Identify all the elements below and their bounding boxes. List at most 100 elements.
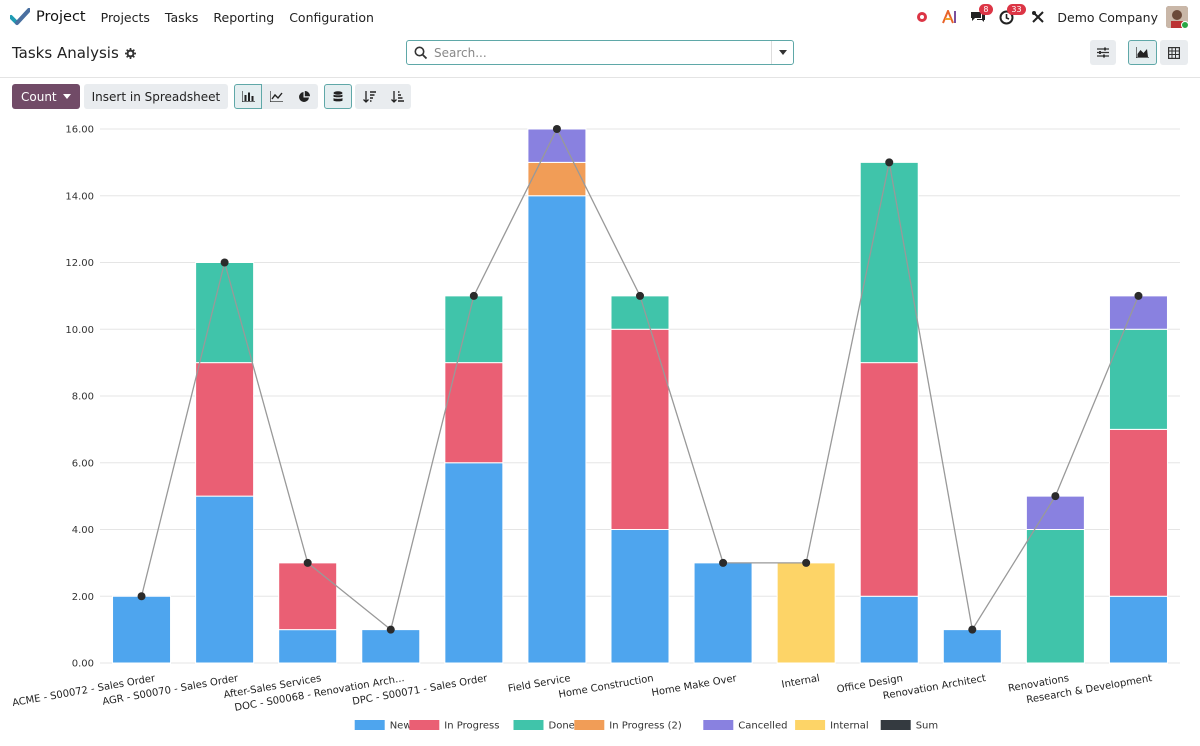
bar-segment[interactable] (527, 161, 587, 197)
company-switcher[interactable]: Demo Company (1057, 9, 1158, 25)
bar-segment[interactable] (112, 595, 172, 664)
pie-chart-button[interactable] (290, 84, 319, 109)
measures-dropdown[interactable]: Count (12, 84, 80, 109)
x-tick-label: Internal (781, 673, 821, 691)
legend-swatch[interactable] (354, 720, 385, 730)
bar-segment[interactable] (610, 295, 670, 330)
app-brand[interactable]: Project (10, 8, 86, 26)
bar-segment[interactable] (859, 362, 919, 597)
record-icon[interactable] (911, 6, 933, 28)
menu-projects[interactable]: Projects (100, 9, 150, 25)
ai-icon[interactable] (939, 6, 961, 28)
menu-tasks[interactable]: Tasks (164, 9, 199, 25)
sum-point[interactable] (137, 592, 146, 601)
legend-label[interactable]: In Progress (2) (609, 721, 682, 732)
y-tick-label: 2.00 (72, 592, 94, 603)
caret-down-icon (62, 94, 71, 99)
legend-label[interactable]: Cancelled (738, 721, 787, 732)
graph-view-button[interactable] (1128, 40, 1157, 65)
bar-segment[interactable] (942, 629, 1002, 664)
table-icon (1168, 46, 1180, 59)
bar-segment[interactable] (693, 562, 753, 664)
bar-segment[interactable] (1108, 428, 1168, 597)
y-tick-label: 0.00 (72, 659, 94, 670)
bar-segment[interactable] (610, 328, 670, 530)
legend-label[interactable]: In Progress (444, 721, 499, 732)
stacked-toggle-button[interactable] (324, 84, 353, 109)
sort-descending-button[interactable] (355, 84, 384, 109)
bar-segment[interactable] (278, 562, 338, 631)
sum-point[interactable] (1051, 492, 1060, 501)
menu-configuration[interactable]: Configuration (289, 9, 374, 25)
bar-segment[interactable] (1108, 595, 1168, 664)
bar-segment[interactable] (195, 495, 255, 664)
search-options-toggle[interactable] (771, 41, 793, 64)
user-avatar[interactable] (1166, 6, 1188, 28)
legend-swatch[interactable] (880, 720, 911, 730)
bar-segment[interactable] (859, 161, 919, 364)
menu-reporting[interactable]: Reporting (213, 9, 275, 25)
y-tick-label: 14.00 (65, 191, 94, 202)
bar-chart-icon (241, 91, 255, 102)
sum-point[interactable] (719, 558, 728, 567)
page-title: Tasks Analysis (12, 44, 119, 62)
bar-segment[interactable] (444, 295, 504, 364)
sum-point[interactable] (1134, 291, 1143, 300)
bar-segment[interactable] (278, 629, 338, 664)
legend-label[interactable]: Done (549, 721, 575, 732)
bar-segment[interactable] (859, 595, 919, 664)
legend-swatch[interactable] (574, 720, 605, 730)
bar-segment[interactable] (1025, 495, 1085, 530)
messages-icon[interactable]: 8 (967, 4, 993, 28)
area-chart-icon (1136, 47, 1149, 58)
bar-segment[interactable] (195, 362, 255, 497)
legend-swatch[interactable] (703, 720, 734, 730)
online-status-icon (1181, 21, 1188, 28)
measures-label: Count (21, 89, 57, 104)
sum-point[interactable] (968, 625, 977, 634)
caret-down-icon (778, 49, 787, 55)
sum-point[interactable] (802, 558, 811, 567)
tools-icon[interactable] (1027, 6, 1049, 28)
bar-segment[interactable] (527, 195, 587, 664)
insert-spreadsheet-button[interactable]: Insert in Spreadsheet (83, 84, 229, 109)
sum-point[interactable] (220, 258, 229, 267)
bar-segment[interactable] (776, 562, 836, 664)
gear-icon[interactable] (124, 47, 136, 59)
sum-point[interactable] (552, 125, 561, 133)
graph-toolbar: Count Insert in Spreadsheet (12, 84, 412, 109)
chart-type-group (234, 84, 319, 109)
bar-segment[interactable] (610, 529, 670, 664)
sum-point[interactable] (885, 158, 894, 167)
bar-segment[interactable] (1108, 328, 1168, 430)
sort-group (355, 84, 412, 109)
bar-segment[interactable] (527, 128, 587, 163)
legend-swatch[interactable] (513, 720, 544, 730)
legend-swatch[interactable] (409, 720, 440, 730)
bar-segment[interactable] (444, 462, 504, 664)
filters-toggle-button[interactable] (1090, 40, 1116, 65)
bar-chart-button[interactable] (234, 84, 263, 109)
sum-point[interactable] (469, 291, 478, 300)
messages-badge: 8 (979, 4, 993, 15)
legend-swatch[interactable] (795, 720, 826, 730)
search-input[interactable] (434, 45, 764, 60)
line-chart-button[interactable] (262, 84, 291, 109)
bar-segment[interactable] (361, 629, 421, 664)
project-app-icon (10, 8, 30, 25)
legend-label[interactable]: New (390, 721, 412, 732)
bar-segment[interactable] (444, 362, 504, 464)
bar-segment[interactable] (1108, 295, 1168, 330)
legend-label[interactable]: Internal (830, 721, 869, 732)
legend-label[interactable]: Sum (916, 721, 938, 732)
bar-segment[interactable] (195, 262, 255, 364)
sum-point[interactable] (636, 291, 644, 300)
pivot-view-button[interactable] (1160, 40, 1188, 65)
activity-clock-icon[interactable]: 33 (995, 4, 1026, 28)
sum-point[interactable] (303, 558, 312, 567)
stacked-group (324, 84, 353, 109)
bar-segment[interactable] (1025, 529, 1085, 664)
sort-ascending-button[interactable] (383, 84, 412, 109)
line-chart-icon (269, 91, 283, 102)
sum-point[interactable] (386, 625, 395, 634)
